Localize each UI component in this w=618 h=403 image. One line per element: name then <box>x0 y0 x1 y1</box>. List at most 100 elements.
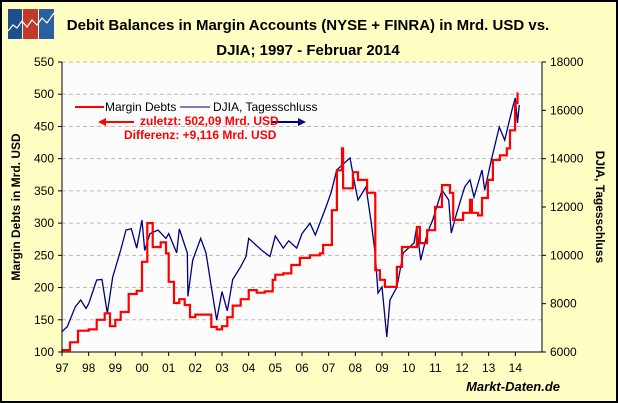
data-point-margin-debts <box>469 199 471 201</box>
y-tick-label: 450 <box>34 119 54 133</box>
y-tick-label: 550 <box>34 55 54 69</box>
data-point-margin-debts <box>374 194 376 197</box>
y-tick-label: 200 <box>34 281 54 295</box>
data-point-margin-debts <box>379 279 381 281</box>
data-point-margin-debts <box>165 252 167 255</box>
data-point-margin-debts <box>282 272 285 275</box>
x-tick-label: 11 <box>429 361 442 375</box>
x-tick-label: 12 <box>455 361 469 375</box>
data-point-margin-debts <box>452 219 455 221</box>
data-point-margin-debts <box>462 212 464 214</box>
data-point-margin-debts <box>374 269 377 271</box>
data-point-margin-debts <box>322 244 324 246</box>
data-point-margin-debts <box>247 289 250 291</box>
y-tick-label: 350 <box>34 184 54 198</box>
data-point-margin-debts <box>274 273 277 276</box>
x-tick-label: 00 <box>135 361 149 375</box>
data-point-margin-debts <box>499 154 501 157</box>
series-line-djia <box>61 97 520 338</box>
x-tick-label: 08 <box>349 361 363 375</box>
data-point-margin-debts <box>141 260 143 263</box>
y2-tick-label: 10000 <box>550 248 584 262</box>
data-point-margin-debts <box>366 192 368 194</box>
chart-title-line2: DJIA; 1997 - Februar 2014 <box>216 42 400 59</box>
data-point-margin-debts <box>103 312 106 315</box>
data-point-margin-debts <box>357 179 359 181</box>
data-point-margin-debts <box>215 328 218 331</box>
data-point-margin-debts <box>416 226 418 228</box>
data-point-margin-debts <box>319 252 321 255</box>
data-point-margin-debts <box>299 257 301 259</box>
data-point-margin-debts <box>342 187 344 190</box>
data-point-margin-debts <box>202 313 205 316</box>
legend: Margin Debts DJIA, Tagesschluss <box>75 100 318 126</box>
data-point-margin-debts <box>271 279 274 281</box>
data-point-margin-debts <box>119 311 122 313</box>
x-tick-label: 99 <box>109 361 123 375</box>
y2-tick-label: 16000 <box>550 103 584 117</box>
data-point-margin-debts <box>239 298 242 300</box>
data-point-margin-debts <box>506 147 508 150</box>
data-point-margin-debts <box>419 242 421 244</box>
data-point-margin-debts <box>516 92 519 94</box>
x-tick-label: 03 <box>215 361 229 375</box>
y-tick-label: 300 <box>34 216 54 230</box>
data-point-margin-debts <box>183 304 186 306</box>
y2-axis-label: DJIA, Tagesschluss <box>593 151 607 264</box>
x-tick-label: 05 <box>269 361 283 375</box>
data-point-margin-debts <box>477 214 479 217</box>
data-point-margin-debts <box>221 325 223 328</box>
data-point-margin-debts <box>178 298 181 300</box>
y-tick-label: 400 <box>34 152 54 166</box>
chart-title-line1: Debit Balances in Margin Accounts (NYSE … <box>67 17 549 34</box>
data-point-margin-debts <box>77 329 79 332</box>
legend-label-margin-debts: Margin Debts <box>105 100 176 114</box>
data-point-margin-debts <box>114 318 117 321</box>
x-tick-label: 07 <box>322 361 336 375</box>
y-tick-label: 500 <box>34 87 54 101</box>
y-axis-label: Margin Debts in Mrd. USD <box>9 133 23 281</box>
series-line-margin-debts <box>62 92 519 352</box>
data-point-margin-debts <box>255 291 258 294</box>
data-point-margin-debts <box>167 280 170 283</box>
data-point-margin-debts <box>151 246 154 248</box>
data-point-margin-debts <box>146 222 149 224</box>
data-point-margin-debts <box>336 169 338 172</box>
data-point-margin-debts <box>95 318 98 321</box>
data-point-margin-debts <box>471 212 473 214</box>
plot-area <box>62 62 542 352</box>
data-point-margin-debts <box>396 266 398 268</box>
data-point-margin-debts <box>341 147 343 150</box>
data-point-margin-debts <box>194 313 197 316</box>
data-point-margin-debts <box>226 316 229 319</box>
data-point-margin-debts <box>290 264 293 266</box>
x-tick-label: 97 <box>55 361 69 375</box>
data-point-margin-debts <box>514 102 516 105</box>
data-point-margin-debts <box>449 192 451 194</box>
data-point-margin-debts <box>189 316 191 319</box>
data-point-margin-debts <box>231 304 234 307</box>
legend-label-djia: DJIA, Tagesschluss <box>213 100 318 114</box>
x-tick-label: 06 <box>295 361 309 375</box>
data-point-margin-debts <box>159 241 162 244</box>
data-point-margin-debts <box>441 184 443 186</box>
logo <box>7 9 55 39</box>
data-point-margin-debts <box>309 254 311 257</box>
x-tick-label: 10 <box>402 361 416 375</box>
data-point-margin-debts <box>384 286 386 288</box>
data-point-margin-debts <box>69 341 71 344</box>
data-point-margin-debts <box>352 171 354 173</box>
y2-tick-label: 8000 <box>550 297 577 311</box>
data-point-margin-debts <box>509 129 511 132</box>
data-point-margin-debts <box>173 302 175 304</box>
data-point-margin-debts <box>492 159 494 161</box>
data-point-margin-debts <box>426 229 428 231</box>
data-point-margin-debts <box>481 197 483 199</box>
data-point-margin-debts <box>109 325 111 328</box>
y2-tick-label: 18000 <box>550 55 584 69</box>
data-point-margin-debts <box>434 206 436 208</box>
annotation-latest: zuletzt: 502,09 Mrd. USD <box>140 114 279 128</box>
data-point-margin-debts <box>210 326 213 328</box>
x-tick-label: 14 <box>509 361 523 375</box>
x-tick-label: 02 <box>189 361 203 375</box>
